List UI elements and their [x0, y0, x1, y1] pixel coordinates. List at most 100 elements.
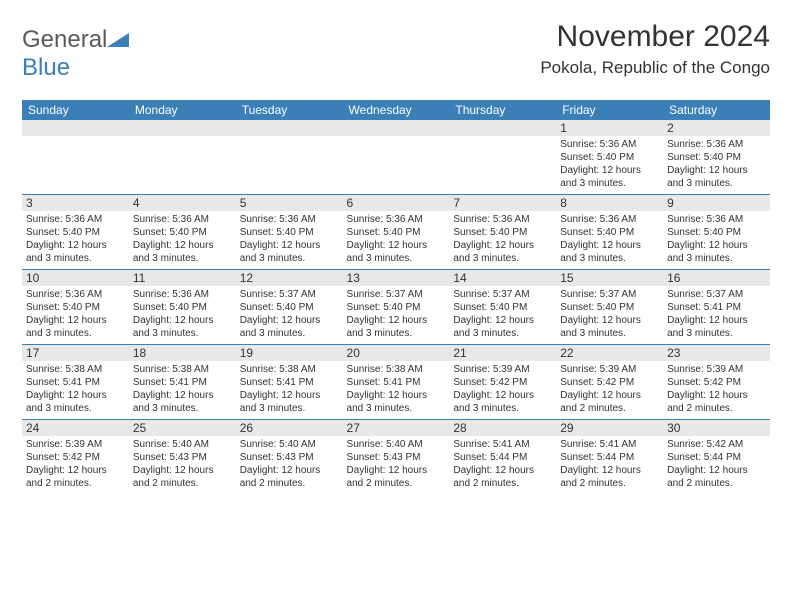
col-sunday: Sunday — [22, 100, 129, 120]
day-content: Sunrise: 5:36 AMSunset: 5:40 PMDaylight:… — [129, 286, 236, 344]
day-number: 7 — [449, 195, 556, 211]
day-number: 24 — [22, 420, 129, 436]
day-number — [22, 120, 129, 136]
day-content — [129, 136, 236, 142]
day-number: 22 — [556, 345, 663, 361]
day-number: 21 — [449, 345, 556, 361]
day-content: Sunrise: 5:41 AMSunset: 5:44 PMDaylight:… — [449, 436, 556, 494]
day-number — [449, 120, 556, 136]
day-content: Sunrise: 5:38 AMSunset: 5:41 PMDaylight:… — [236, 361, 343, 419]
col-monday: Monday — [129, 100, 236, 120]
col-thursday: Thursday — [449, 100, 556, 120]
header-row: Sunday Monday Tuesday Wednesday Thursday… — [22, 100, 770, 120]
day-content: Sunrise: 5:38 AMSunset: 5:41 PMDaylight:… — [22, 361, 129, 419]
day-content: Sunrise: 5:36 AMSunset: 5:40 PMDaylight:… — [343, 211, 450, 269]
day-number — [129, 120, 236, 136]
day-number: 1 — [556, 120, 663, 136]
day-cell: 25Sunrise: 5:40 AMSunset: 5:43 PMDayligh… — [129, 420, 236, 495]
day-content: Sunrise: 5:42 AMSunset: 5:44 PMDaylight:… — [663, 436, 770, 494]
calendar-page: General Blue November 2024 Pokola, Repub… — [0, 0, 792, 514]
day-number: 16 — [663, 270, 770, 286]
day-number: 8 — [556, 195, 663, 211]
day-content: Sunrise: 5:36 AMSunset: 5:40 PMDaylight:… — [663, 136, 770, 194]
day-cell: 7Sunrise: 5:36 AMSunset: 5:40 PMDaylight… — [449, 195, 556, 270]
day-content: Sunrise: 5:38 AMSunset: 5:41 PMDaylight:… — [343, 361, 450, 419]
day-number — [236, 120, 343, 136]
day-cell: 1Sunrise: 5:36 AMSunset: 5:40 PMDaylight… — [556, 120, 663, 195]
day-content: Sunrise: 5:36 AMSunset: 5:40 PMDaylight:… — [236, 211, 343, 269]
day-content: Sunrise: 5:39 AMSunset: 5:42 PMDaylight:… — [663, 361, 770, 419]
day-cell: 22Sunrise: 5:39 AMSunset: 5:42 PMDayligh… — [556, 345, 663, 420]
day-number: 10 — [22, 270, 129, 286]
day-cell: 16Sunrise: 5:37 AMSunset: 5:41 PMDayligh… — [663, 270, 770, 345]
day-number: 13 — [343, 270, 450, 286]
day-cell: 29Sunrise: 5:41 AMSunset: 5:44 PMDayligh… — [556, 420, 663, 495]
day-cell: 12Sunrise: 5:37 AMSunset: 5:40 PMDayligh… — [236, 270, 343, 345]
logo-text: General Blue — [22, 26, 129, 82]
day-number: 19 — [236, 345, 343, 361]
day-content: Sunrise: 5:36 AMSunset: 5:40 PMDaylight:… — [22, 286, 129, 344]
col-saturday: Saturday — [663, 100, 770, 120]
day-content — [449, 136, 556, 142]
day-number: 23 — [663, 345, 770, 361]
day-content — [343, 136, 450, 142]
week-row: 24Sunrise: 5:39 AMSunset: 5:42 PMDayligh… — [22, 420, 770, 495]
day-cell: 2Sunrise: 5:36 AMSunset: 5:40 PMDaylight… — [663, 120, 770, 195]
week-row: 17Sunrise: 5:38 AMSunset: 5:41 PMDayligh… — [22, 345, 770, 420]
day-number: 25 — [129, 420, 236, 436]
calendar-table: Sunday Monday Tuesday Wednesday Thursday… — [22, 100, 770, 494]
day-content: Sunrise: 5:37 AMSunset: 5:40 PMDaylight:… — [343, 286, 450, 344]
day-cell: 19Sunrise: 5:38 AMSunset: 5:41 PMDayligh… — [236, 345, 343, 420]
day-cell: 3Sunrise: 5:36 AMSunset: 5:40 PMDaylight… — [22, 195, 129, 270]
day-content: Sunrise: 5:36 AMSunset: 5:40 PMDaylight:… — [22, 211, 129, 269]
day-number: 15 — [556, 270, 663, 286]
day-content: Sunrise: 5:37 AMSunset: 5:40 PMDaylight:… — [556, 286, 663, 344]
day-content: Sunrise: 5:40 AMSunset: 5:43 PMDaylight:… — [343, 436, 450, 494]
day-content — [236, 136, 343, 142]
day-cell: 13Sunrise: 5:37 AMSunset: 5:40 PMDayligh… — [343, 270, 450, 345]
logo-triangle-icon — [107, 26, 129, 54]
day-content: Sunrise: 5:37 AMSunset: 5:40 PMDaylight:… — [449, 286, 556, 344]
day-cell: 28Sunrise: 5:41 AMSunset: 5:44 PMDayligh… — [449, 420, 556, 495]
col-friday: Friday — [556, 100, 663, 120]
day-cell — [22, 120, 129, 195]
day-number: 4 — [129, 195, 236, 211]
day-cell: 18Sunrise: 5:38 AMSunset: 5:41 PMDayligh… — [129, 345, 236, 420]
day-number: 17 — [22, 345, 129, 361]
day-content: Sunrise: 5:37 AMSunset: 5:41 PMDaylight:… — [663, 286, 770, 344]
day-cell — [449, 120, 556, 195]
day-number: 27 — [343, 420, 450, 436]
day-content: Sunrise: 5:36 AMSunset: 5:40 PMDaylight:… — [556, 211, 663, 269]
day-cell: 20Sunrise: 5:38 AMSunset: 5:41 PMDayligh… — [343, 345, 450, 420]
day-number: 5 — [236, 195, 343, 211]
col-tuesday: Tuesday — [236, 100, 343, 120]
day-cell: 8Sunrise: 5:36 AMSunset: 5:40 PMDaylight… — [556, 195, 663, 270]
logo-word-2: Blue — [22, 54, 70, 81]
day-content: Sunrise: 5:39 AMSunset: 5:42 PMDaylight:… — [22, 436, 129, 494]
day-cell: 15Sunrise: 5:37 AMSunset: 5:40 PMDayligh… — [556, 270, 663, 345]
day-cell: 24Sunrise: 5:39 AMSunset: 5:42 PMDayligh… — [22, 420, 129, 495]
day-number: 30 — [663, 420, 770, 436]
day-content: Sunrise: 5:40 AMSunset: 5:43 PMDaylight:… — [236, 436, 343, 494]
day-cell: 17Sunrise: 5:38 AMSunset: 5:41 PMDayligh… — [22, 345, 129, 420]
day-number: 18 — [129, 345, 236, 361]
day-number: 9 — [663, 195, 770, 211]
day-number: 3 — [22, 195, 129, 211]
day-cell: 27Sunrise: 5:40 AMSunset: 5:43 PMDayligh… — [343, 420, 450, 495]
month-title: November 2024 — [540, 20, 770, 54]
title-block: November 2024 Pokola, Republic of the Co… — [540, 20, 770, 78]
day-cell — [236, 120, 343, 195]
logo-word-1: General — [22, 26, 107, 53]
day-content: Sunrise: 5:38 AMSunset: 5:41 PMDaylight:… — [129, 361, 236, 419]
day-cell: 6Sunrise: 5:36 AMSunset: 5:40 PMDaylight… — [343, 195, 450, 270]
day-cell: 23Sunrise: 5:39 AMSunset: 5:42 PMDayligh… — [663, 345, 770, 420]
day-cell — [343, 120, 450, 195]
day-number: 14 — [449, 270, 556, 286]
day-cell: 30Sunrise: 5:42 AMSunset: 5:44 PMDayligh… — [663, 420, 770, 495]
day-content: Sunrise: 5:41 AMSunset: 5:44 PMDaylight:… — [556, 436, 663, 494]
day-content — [22, 136, 129, 142]
day-cell: 14Sunrise: 5:37 AMSunset: 5:40 PMDayligh… — [449, 270, 556, 345]
day-content: Sunrise: 5:36 AMSunset: 5:40 PMDaylight:… — [129, 211, 236, 269]
day-cell: 9Sunrise: 5:36 AMSunset: 5:40 PMDaylight… — [663, 195, 770, 270]
day-content: Sunrise: 5:37 AMSunset: 5:40 PMDaylight:… — [236, 286, 343, 344]
